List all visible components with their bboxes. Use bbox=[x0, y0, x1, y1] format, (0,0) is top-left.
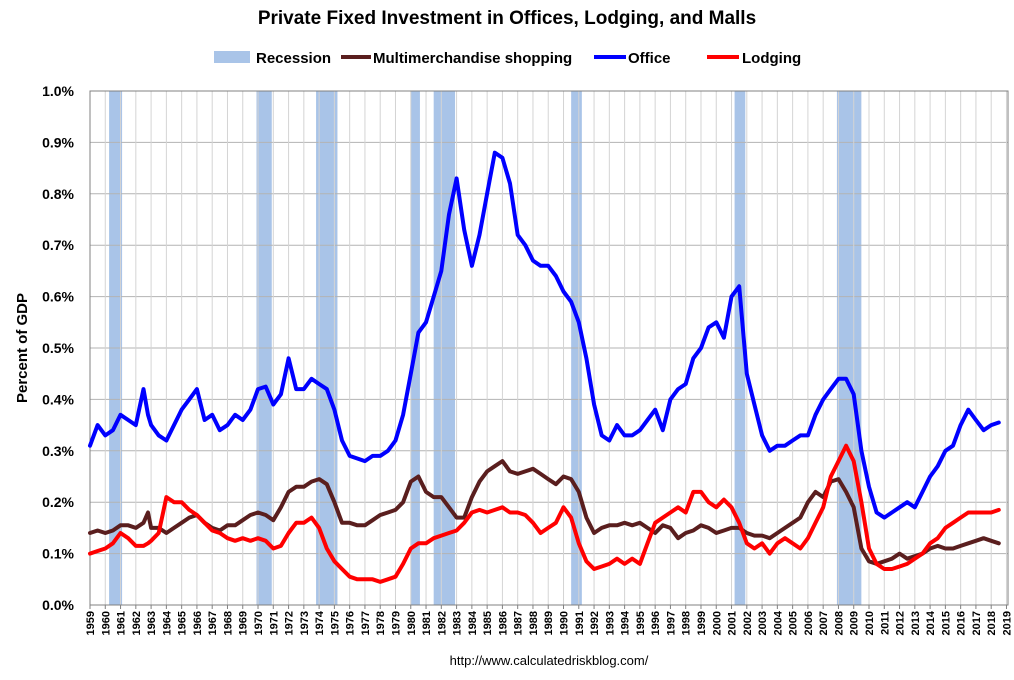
x-tick-label: 1976 bbox=[345, 611, 357, 635]
x-tick-label: 1995 bbox=[635, 611, 647, 635]
legend-label-multimerchandise: Multimerchandise shopping bbox=[373, 50, 572, 67]
series-line-multimerchandise bbox=[88, 459, 1001, 566]
x-tick-label: 2004 bbox=[772, 610, 784, 635]
x-tick-label: 1962 bbox=[131, 611, 143, 635]
x-tick-label: 1994 bbox=[620, 610, 632, 635]
x-tick-label: 2011 bbox=[879, 611, 891, 635]
x-tick-label: 2016 bbox=[956, 611, 968, 635]
x-tick-label: 1981 bbox=[421, 611, 433, 635]
x-tick-label: 1980 bbox=[406, 611, 418, 635]
x-tick-label: 1963 bbox=[146, 611, 158, 635]
x-tick-label: 2015 bbox=[940, 611, 952, 635]
x-tick-label: 1990 bbox=[559, 611, 571, 635]
x-tick-label: 1978 bbox=[375, 611, 387, 635]
x-tick-label: 1992 bbox=[589, 611, 601, 635]
x-tick-label: 1966 bbox=[192, 611, 204, 635]
x-tick-label: 1977 bbox=[360, 611, 372, 635]
x-tick-label: 2001 bbox=[727, 611, 739, 635]
y-axis: 0.0% 0.1% 0.2% 0.3% 0.4% 0.5% 0.6% 0.7% 0.8% 0.9%… bbox=[42, 83, 74, 613]
x-tick-label: 2008 bbox=[833, 611, 845, 635]
x-tick-label: 1991 bbox=[574, 611, 586, 635]
legend: Recession Multimerchandise shopping Offi… bbox=[214, 50, 801, 67]
y-tick-label: 1.0% bbox=[42, 83, 74, 99]
x-tick-label: 2012 bbox=[895, 611, 907, 635]
x-tick-label: 2002 bbox=[742, 611, 754, 635]
x-tick-label: 1985 bbox=[482, 611, 494, 635]
legend-label-recession: Recession bbox=[256, 50, 331, 67]
x-tick-label: 1988 bbox=[528, 611, 540, 635]
x-tick-label: 1967 bbox=[207, 611, 219, 635]
x-tick-label: 1983 bbox=[452, 611, 464, 635]
x-tick-label: 1964 bbox=[161, 610, 173, 635]
legend-label-lodging: Lodging bbox=[742, 50, 801, 67]
y-tick-label: 0.9% bbox=[42, 134, 74, 150]
x-tick-label: 1982 bbox=[436, 611, 448, 635]
y-tick-label: 0.0% bbox=[42, 597, 74, 613]
x-tick-label: 1999 bbox=[696, 611, 708, 635]
y-tick-label: 0.8% bbox=[42, 186, 74, 202]
x-tick-label: 2010 bbox=[864, 611, 876, 635]
legend-label-office: Office bbox=[628, 50, 671, 67]
y-tick-label: 0.7% bbox=[42, 237, 74, 253]
series-line-lodging bbox=[88, 443, 1001, 584]
x-tick-label: 2000 bbox=[711, 611, 723, 635]
plot-area bbox=[89, 90, 1009, 606]
x-tick-label: 1998 bbox=[681, 611, 693, 635]
series-line-office bbox=[88, 150, 1001, 520]
x-tick-label: 1961 bbox=[116, 611, 128, 635]
x-tick-label: 2014 bbox=[925, 610, 937, 635]
x-tick-label: 2018 bbox=[986, 611, 998, 635]
source-url: http://www.calculatedriskblog.com/ bbox=[450, 653, 649, 668]
x-tick-label: 1987 bbox=[513, 611, 525, 635]
chart-title: Private Fixed Investment in Offices, Lod… bbox=[258, 8, 756, 29]
x-tick-label: 1973 bbox=[299, 611, 311, 635]
x-tick-label: 1997 bbox=[665, 611, 677, 635]
x-tick-label: 1959 bbox=[85, 611, 97, 635]
y-tick-label: 0.2% bbox=[42, 494, 74, 510]
x-tick-label: 1975 bbox=[329, 611, 341, 635]
y-tick-label: 0.1% bbox=[42, 546, 74, 562]
x-tick-label: 1972 bbox=[284, 611, 296, 635]
y-tick-label: 0.5% bbox=[42, 340, 74, 356]
x-tick-label: 1984 bbox=[467, 610, 479, 635]
x-tick-label: 2019 bbox=[1001, 611, 1013, 635]
x-tick-label: 2013 bbox=[910, 611, 922, 635]
x-tick-label: 1979 bbox=[390, 611, 402, 635]
y-tick-label: 0.3% bbox=[42, 443, 74, 459]
x-tick-label: 1969 bbox=[238, 611, 250, 635]
x-tick-label: 1989 bbox=[543, 611, 555, 635]
x-tick-label: 2003 bbox=[757, 611, 769, 635]
y-axis-label: Percent of GDP bbox=[14, 293, 31, 403]
x-tick-label: 1965 bbox=[177, 611, 189, 635]
x-tick-label: 1986 bbox=[497, 611, 509, 635]
x-tick-label: 1993 bbox=[604, 611, 616, 635]
x-tick-label: 1996 bbox=[650, 611, 662, 635]
x-tick-label: 1960 bbox=[100, 611, 112, 635]
legend-swatch-recession bbox=[214, 51, 250, 63]
x-tick-label: 1968 bbox=[222, 611, 234, 635]
y-tick-label: 0.4% bbox=[42, 391, 74, 407]
x-tick-label: 1971 bbox=[268, 611, 280, 635]
x-tick-label: 1974 bbox=[314, 610, 326, 635]
x-tick-label: 2017 bbox=[971, 611, 983, 635]
x-axis: 1959 1960 1961 1962 1963 1964 1965 1966 1967 1968… bbox=[85, 605, 1013, 635]
x-tick-label: 1970 bbox=[253, 611, 265, 635]
x-tick-label: 2009 bbox=[849, 611, 861, 635]
x-tick-label: 2005 bbox=[788, 611, 800, 635]
x-tick-label: 2006 bbox=[803, 611, 815, 635]
y-tick-label: 0.6% bbox=[42, 289, 74, 305]
series-lines bbox=[88, 150, 1001, 584]
x-tick-label: 2007 bbox=[818, 611, 830, 635]
